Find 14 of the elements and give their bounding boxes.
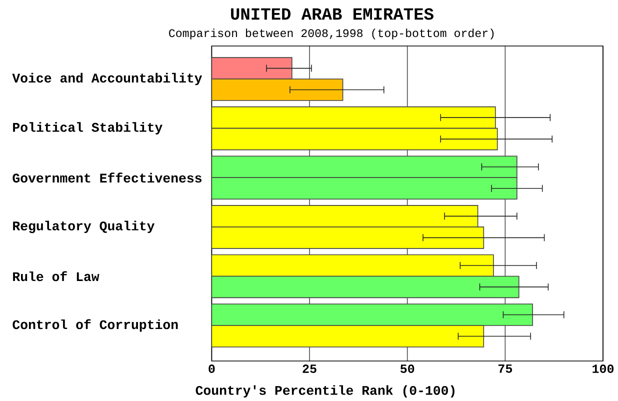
x-axis-title: Country's Percentile Rank (0-100) xyxy=(196,385,454,398)
x-tick-label: 0 xyxy=(208,364,215,374)
x-tick-label: 25 xyxy=(302,364,316,374)
chart-subtitle: Comparison between 2008,1998 (top-bottom order) xyxy=(169,28,494,40)
chart-title: UNITED ARAB EMIRATES xyxy=(231,8,434,20)
y-tick-label: Regulatory Quality xyxy=(13,220,155,234)
x-tick-label: 50 xyxy=(400,364,414,374)
x-tick-label: 100 xyxy=(592,364,614,374)
y-tick-label: Voice and Accountability xyxy=(12,72,202,86)
y-tick-label: Control of Corruption xyxy=(12,319,178,332)
y-tick-label: Rule of Law xyxy=(13,271,100,282)
y-tick-label: Political Stability xyxy=(13,122,162,134)
x-tick-label: 75 xyxy=(498,364,512,373)
y-tick-label: Government Effectiveness xyxy=(12,172,202,183)
